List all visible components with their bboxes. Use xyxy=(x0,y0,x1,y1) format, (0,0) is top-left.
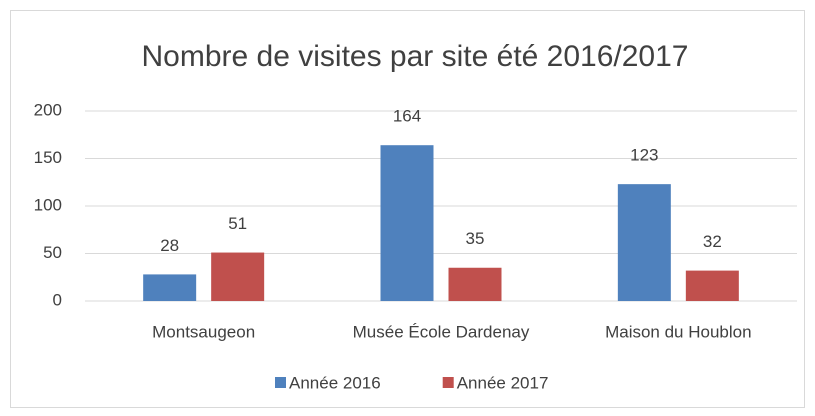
legend-swatch xyxy=(442,377,454,388)
chart-title: Nombre de visites par site été 2016/2017 xyxy=(142,40,689,73)
bar xyxy=(143,274,197,301)
value-label: 123 xyxy=(630,146,658,165)
x-tick-label: Musée École Dardenay xyxy=(353,322,530,341)
y-tick-label: 200 xyxy=(34,100,62,119)
y-tick-label: 100 xyxy=(34,195,62,214)
y-tick-label: 50 xyxy=(43,243,62,262)
y-tick-label: 0 xyxy=(53,290,62,309)
value-label: 35 xyxy=(466,229,485,248)
value-label: 164 xyxy=(393,107,421,126)
value-label: 32 xyxy=(703,232,722,251)
bar xyxy=(211,252,265,301)
value-label: 28 xyxy=(160,236,179,255)
x-tick-label: Montsaugeon xyxy=(152,322,255,341)
bar xyxy=(617,184,671,301)
bar xyxy=(380,145,434,301)
legend-label: Année 2017 xyxy=(457,373,549,392)
legend-label: Année 2016 xyxy=(289,373,381,392)
x-tick-label: Maison du Houblon xyxy=(605,322,751,341)
bar xyxy=(685,270,739,301)
bar xyxy=(448,267,502,301)
value-label: 51 xyxy=(228,214,247,233)
y-tick-label: 150 xyxy=(34,148,62,167)
legend-swatch xyxy=(275,377,286,388)
